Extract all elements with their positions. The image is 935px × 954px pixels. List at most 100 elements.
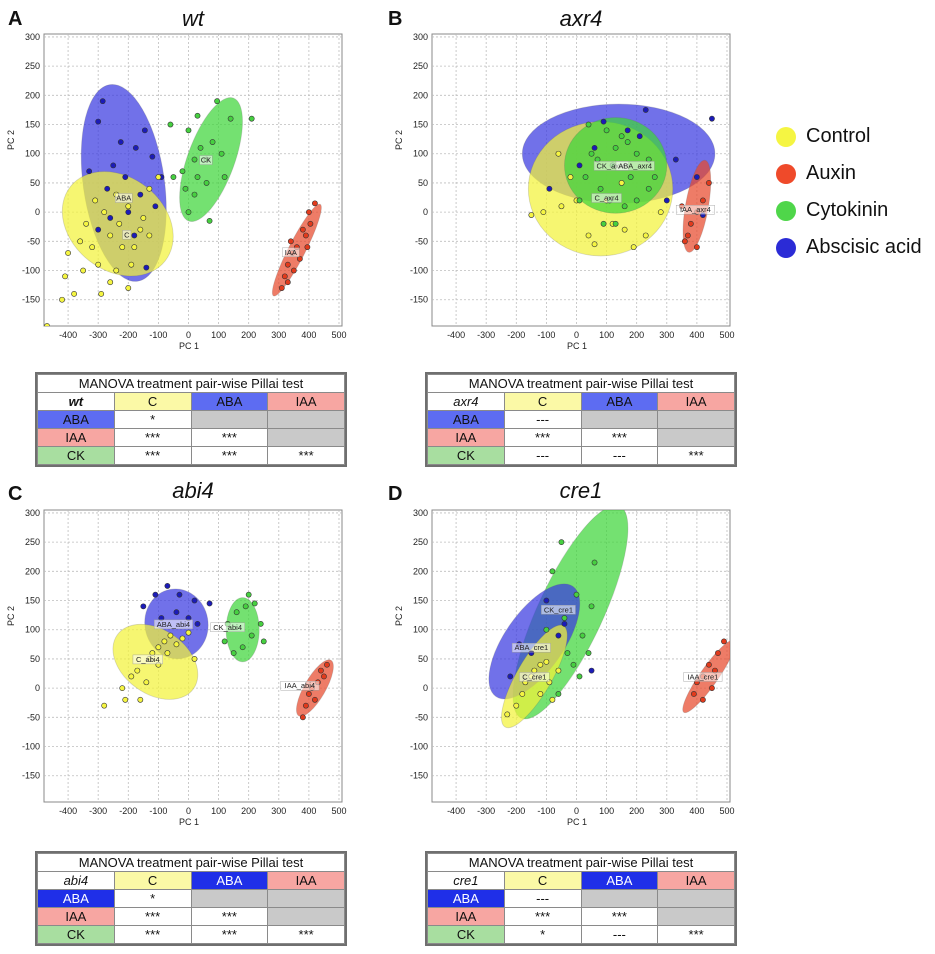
table-cell: *** (190, 907, 269, 926)
data-point-abscisic-acid (561, 620, 568, 627)
x-tick-label: -400 (447, 806, 465, 816)
table-cell (267, 907, 345, 926)
table-cell: --- (580, 446, 659, 465)
table-cell: *** (190, 925, 269, 944)
y-tick-label: 250 (413, 61, 428, 71)
data-point-abscisic-acid (164, 583, 171, 589)
data-point-control (179, 635, 186, 642)
x-tick-label: 400 (301, 806, 316, 816)
data-point-control (657, 209, 664, 216)
x-tick-label: -200 (119, 330, 137, 340)
data-point-abscisic-acid (663, 197, 670, 204)
x-tick-label: -400 (59, 806, 77, 816)
table-col-header: IAA (657, 392, 735, 411)
table-col-header: IAA (267, 871, 345, 890)
pillai-table-abi4: MANOVA treatment pair-wise Pillai test ab… (35, 851, 347, 946)
y-tick-label: -150 (410, 771, 428, 781)
y-tick-label: -50 (415, 712, 428, 722)
legend-item-cytokinin: Cytokinin (776, 192, 922, 229)
data-point-control (537, 661, 544, 668)
data-point-abscisic-acid (709, 115, 715, 122)
y-tick-label: 150 (25, 120, 40, 130)
centroid-label-box (282, 247, 300, 258)
data-point-auxin (684, 232, 691, 239)
data-point-auxin (284, 261, 291, 268)
data-point-control (71, 290, 78, 297)
data-point-cytokinin (543, 626, 550, 633)
y-tick-label: 50 (30, 178, 40, 188)
data-point-control (642, 232, 649, 239)
data-point-cytokinin (194, 174, 201, 180)
data-point-control (89, 244, 96, 251)
data-point-control (528, 212, 535, 218)
x-tick-label: 200 (241, 330, 256, 340)
data-point-abscisic-acid (672, 156, 679, 163)
data-point-cytokinin (260, 638, 267, 645)
y-tick-label: 150 (25, 596, 40, 606)
data-point-auxin (318, 667, 324, 674)
data-point-control (540, 209, 547, 216)
table-genotype: abi4 (37, 871, 115, 890)
table-row-header: CK (37, 925, 115, 944)
data-point-control (591, 241, 598, 248)
x-tick-label: -100 (537, 330, 555, 340)
legend-label-control: Control (806, 125, 871, 147)
table-cell (580, 889, 659, 908)
x-tick-label: -100 (537, 806, 555, 816)
table-genotype: wt (37, 392, 115, 411)
data-point-cytokinin (230, 650, 237, 656)
pca-plot-cre1: -400 -300 -200 -100 0 100 200 300 400 50030025020… (394, 508, 735, 827)
data-point-cytokinin (179, 168, 186, 175)
centroid-label: IAA_cre1 (687, 672, 718, 681)
data-point-control (128, 673, 135, 680)
data-point-auxin (304, 244, 311, 251)
table-cell: *** (113, 428, 192, 447)
data-point-abscisic-acid (191, 597, 198, 604)
table-col-header: ABA (190, 392, 269, 411)
legend-item-auxin: Auxin (776, 155, 922, 192)
y-tick-label: 50 (30, 654, 40, 664)
table-cell: * (113, 410, 192, 429)
centroid-label: C_cre1 (522, 672, 546, 681)
pillai-table-cre1: MANOVA treatment pair-wise Pillai test cr… (425, 851, 737, 946)
data-point-control (155, 644, 162, 651)
data-point-control (80, 267, 87, 274)
centroid-label: CK_axr4 (597, 161, 626, 170)
centroid-label: IAA_axr4 (680, 205, 711, 214)
data-point-control (137, 226, 144, 233)
data-point-abscisic-acid (95, 226, 102, 233)
table-caption: MANOVA treatment pair-wise Pillai test (427, 374, 735, 393)
data-point-auxin (700, 696, 706, 703)
table-cell: --- (503, 889, 582, 908)
x-tick-label: -300 (477, 806, 495, 816)
data-point-control (146, 232, 153, 239)
data-point-control (92, 197, 99, 204)
centroid-label-box (210, 622, 245, 633)
y-tick-label: 200 (413, 566, 428, 576)
table-row-header: CK (427, 446, 505, 465)
x-tick-label: 100 (211, 330, 226, 340)
data-point-abscisic-acid (137, 191, 144, 198)
data-point-control (95, 261, 102, 268)
x-tick-label: -300 (89, 330, 107, 340)
data-point-cytokinin (182, 185, 189, 192)
pca-plot-abi4: -400 -300 -200 -100 0 100 200 300 400 50030025020… (6, 508, 347, 827)
plot-content: CK_axr4 C_axr4 ABA_axr4 IAA_axr4 (521, 103, 716, 257)
table-col-header: ABA (580, 871, 659, 890)
data-point-cytokinin (555, 691, 562, 697)
data-point-cytokinin (170, 174, 177, 180)
data-point-cytokinin (257, 620, 264, 627)
x-tick-label: 200 (241, 806, 256, 816)
data-point-cytokinin (588, 150, 595, 157)
data-point-cytokinin (651, 174, 658, 180)
x-tick-label: 500 (331, 330, 346, 340)
table-row-header: ABA (427, 410, 505, 429)
data-point-control (555, 150, 562, 157)
centroid-label: IAA_abi4 (285, 681, 315, 690)
data-point-cytokinin (573, 591, 580, 598)
legend-swatch-cytokinin (776, 200, 796, 221)
data-point-cytokinin (248, 632, 255, 639)
data-point-control (131, 244, 138, 251)
data-point-auxin (721, 638, 727, 645)
data-point-control (143, 679, 150, 686)
